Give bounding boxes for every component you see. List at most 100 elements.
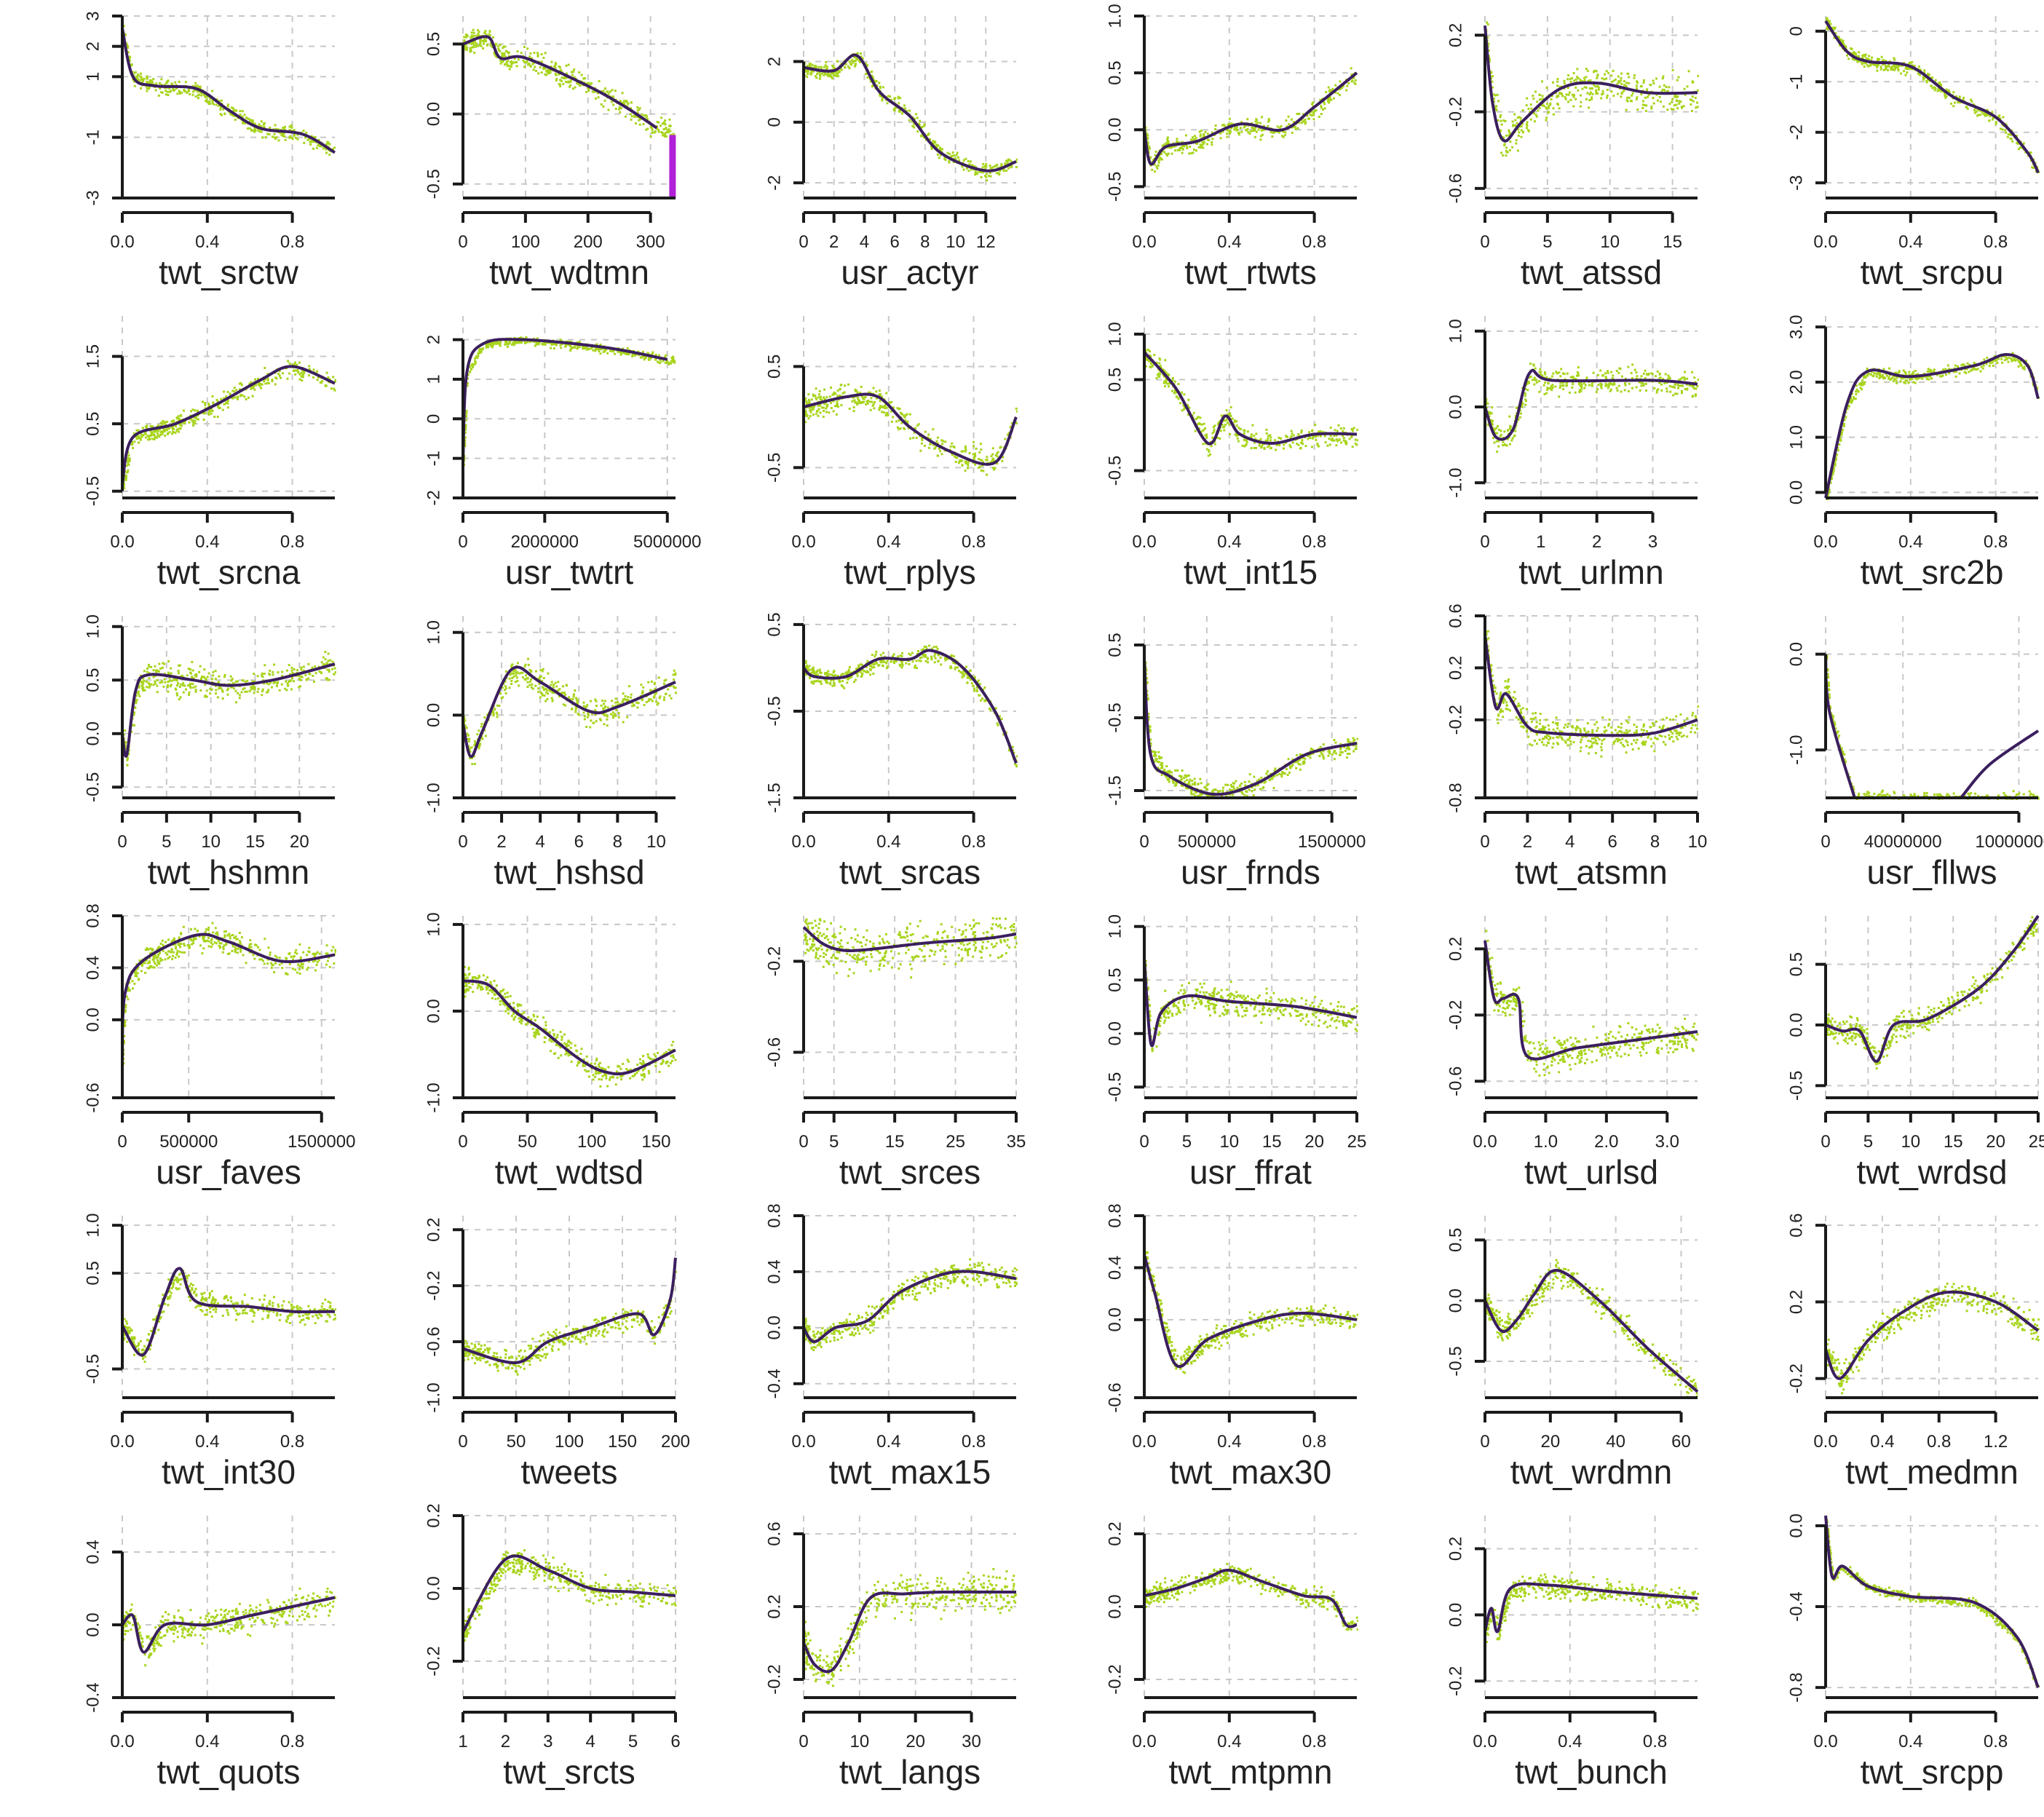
data-point: [478, 348, 481, 351]
data-point: [804, 410, 807, 413]
data-point: [833, 405, 836, 408]
data-point: [1010, 165, 1013, 167]
data-point: [1302, 443, 1304, 446]
data-point: [654, 357, 657, 360]
data-point: [823, 396, 825, 399]
data-point: [812, 393, 815, 396]
data-point: [856, 403, 859, 406]
data-point: [622, 351, 625, 354]
data-point: [651, 131, 654, 134]
data-point: [1697, 74, 1699, 77]
data-point: [1604, 372, 1607, 375]
data-point: [504, 341, 507, 344]
data-point: [1488, 415, 1491, 418]
data-point: [1973, 368, 1976, 371]
data-point: [537, 72, 540, 75]
data-point: [1665, 390, 1668, 393]
data-point: [163, 421, 166, 424]
data-point: [1328, 101, 1331, 104]
data-point: [1165, 153, 1168, 156]
data-point: [1655, 391, 1658, 394]
data-point: [1534, 367, 1537, 370]
data-point: [1302, 120, 1304, 123]
data-point: [559, 344, 562, 347]
data-point: [915, 113, 918, 116]
data-point: [211, 99, 214, 102]
data-point: [633, 114, 636, 117]
data-point: [1149, 362, 1152, 365]
data-point: [1506, 151, 1509, 154]
data-point: [1177, 383, 1180, 385]
data-point: [662, 121, 665, 124]
data-point: [1519, 119, 1522, 122]
data-point: [312, 136, 315, 139]
data-point: [1255, 118, 1258, 121]
data-point: [559, 66, 562, 69]
data-point: [860, 386, 863, 388]
data-point: [1676, 79, 1679, 82]
data-point: [994, 165, 997, 167]
data-point: [921, 135, 924, 138]
data-point: [1873, 63, 1876, 66]
data-point: [321, 379, 324, 382]
data-point: [1640, 93, 1643, 95]
data-point: [1489, 412, 1492, 415]
data-point: [1327, 86, 1330, 89]
data-point: [954, 461, 957, 463]
data-point: [1497, 424, 1499, 427]
data-point: [1231, 417, 1234, 420]
data-point: [536, 54, 539, 57]
data-point: [512, 344, 515, 347]
data-point: [812, 408, 815, 411]
data-point: [312, 368, 315, 371]
y-tick-label: -0.5: [424, 169, 444, 199]
data-point: [885, 406, 888, 409]
data-point: [1356, 429, 1358, 431]
data-point: [916, 116, 919, 119]
data-point: [812, 406, 815, 409]
data-point: [1627, 390, 1630, 392]
data-point: [1580, 100, 1582, 103]
data-point: [1500, 151, 1503, 154]
data-point: [906, 109, 908, 112]
data-point: [551, 343, 554, 346]
data-point: [1546, 389, 1549, 392]
data-point: [1492, 423, 1494, 426]
data-point: [869, 80, 872, 83]
data-point: [1827, 28, 1830, 31]
data-point: [135, 435, 138, 438]
data-point: [518, 341, 520, 344]
data-point: [125, 477, 127, 480]
data-point: [1571, 77, 1574, 79]
y-tick-label: 1.0: [1446, 319, 1466, 343]
data-point: [1213, 428, 1216, 431]
data-point: [1875, 63, 1878, 66]
data-point: [555, 342, 558, 345]
data-point: [1585, 86, 1588, 89]
data-point: [1673, 386, 1676, 389]
data-point: [606, 352, 609, 355]
data-point: [872, 403, 875, 405]
data-point: [249, 119, 252, 122]
data-point: [1531, 379, 1534, 381]
data-point: [489, 342, 492, 345]
data-point: [1485, 406, 1488, 409]
data-point: [309, 140, 312, 143]
data-point: [302, 376, 304, 379]
data-point: [1636, 108, 1639, 111]
data-point: [879, 400, 882, 403]
data-point: [837, 75, 839, 78]
data-point: [1510, 429, 1513, 432]
data-point: [1292, 125, 1295, 128]
data-point: [1521, 405, 1524, 408]
data-point: [1641, 103, 1644, 106]
data-point: [879, 406, 882, 409]
data-point: [941, 148, 943, 151]
data-point: [956, 151, 959, 154]
data-point: [1265, 429, 1268, 431]
data-point: [542, 57, 545, 59]
data-point: [207, 403, 210, 405]
data-point: [2010, 133, 2013, 136]
